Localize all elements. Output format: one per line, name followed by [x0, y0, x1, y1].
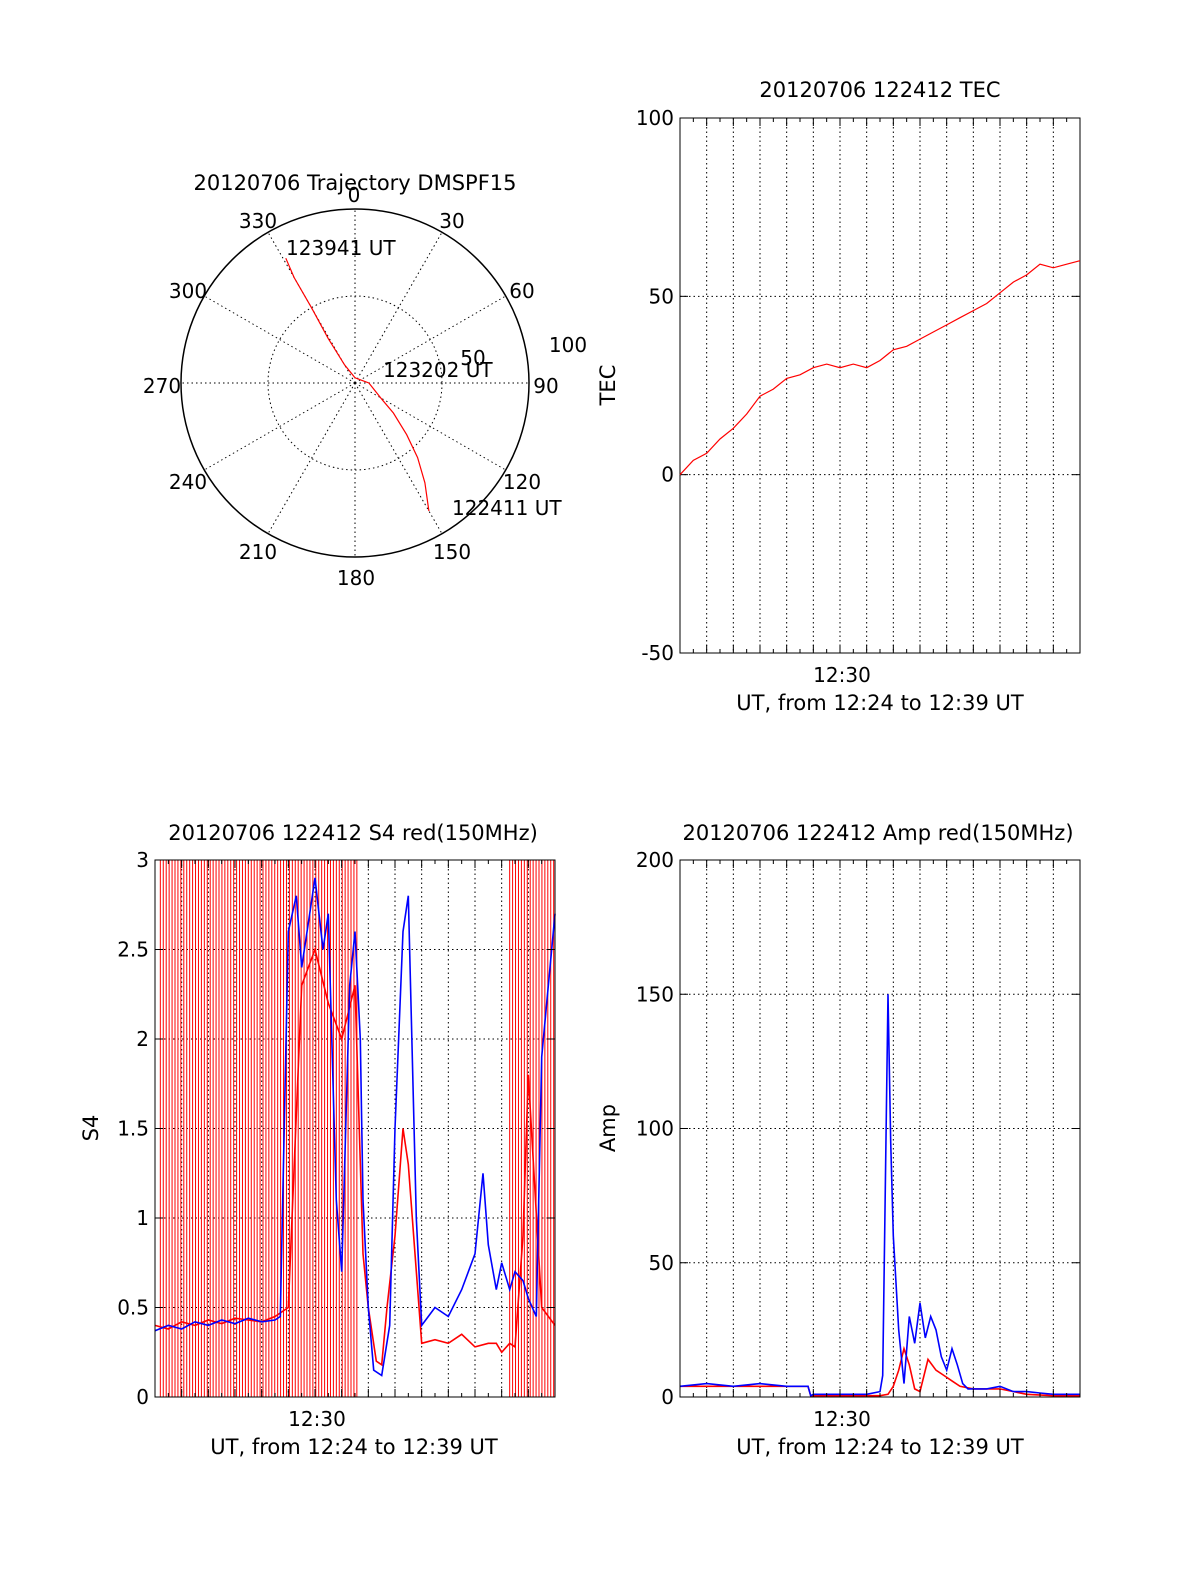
polar-angle-label: 60: [509, 279, 534, 303]
tec-series-line-red: [679, 260, 1081, 476]
s4-x-tick-label: 12:30: [288, 1407, 346, 1431]
s4-panel: 20120706 122412 S4 red(150MHz) 0 0.5 1 1.5 2…: [79, 821, 556, 1459]
polar-radial-label: 50: [460, 346, 485, 370]
s4-y-tick-label: 3: [136, 848, 149, 872]
tec-series: [679, 260, 1081, 476]
amp-y-tick-label: 150: [636, 982, 674, 1006]
polar-title: 20120706 Trajectory DMSPF15: [193, 171, 516, 195]
amp-series-line-blue: [679, 994, 1080, 1397]
amp-y-tick-label: 100: [636, 1117, 674, 1141]
tec-y-tick-label: 100: [636, 106, 674, 130]
s4-y-label: S4: [79, 1115, 103, 1142]
polar-angle-label: 0: [348, 183, 361, 207]
tec-y-tick-label: 50: [649, 284, 674, 308]
tec-x-label: UT, from 12:24 to 12:39 UT: [736, 691, 1024, 715]
tec-y-tick-label: -50: [641, 641, 674, 665]
s4-y-ticks: 0 0.5 1 1.5 2 2.5 3: [117, 848, 556, 1409]
s4-title: 20120706 122412 S4 red(150MHz): [168, 821, 538, 845]
s4-series-line-blue: [154, 877, 556, 1377]
tec-y-ticks: -50 0 50 100: [636, 106, 1081, 665]
tec-x-tick-label: 12:30: [813, 663, 871, 687]
trajectory-line: [285, 257, 430, 512]
trajectory-annotation-mid: 123202 UT: [383, 358, 493, 382]
amp-panel: 20120706 122412 Amp red(150MHz) 0 50 100 15…: [596, 821, 1081, 1459]
polar-outer-circle: [180, 208, 530, 558]
amp-title: 20120706 122412 Amp red(150MHz): [682, 821, 1073, 845]
tec-plot-frame: [679, 117, 1081, 654]
amp-y-tick-label: 0: [661, 1385, 674, 1409]
amp-x-label: UT, from 12:24 to 12:39 UT: [736, 1435, 1024, 1459]
polar-angle-labels: 0 30 60 90 120 150 180 210 240 270 300 3…: [143, 183, 587, 590]
tec-y-label: TEC: [596, 365, 620, 407]
s4-series: [154, 860, 556, 1397]
amp-y-ticks: 0 50 100 150 200: [636, 848, 1081, 1409]
polar-grid-spoke: [354, 232, 443, 384]
trajectory-annotation-end: 123941 UT: [286, 236, 396, 260]
polar-grid-spoke: [354, 295, 506, 384]
polar-grid-spoke: [354, 382, 506, 471]
s4-series-line-red: [154, 946, 556, 1367]
s4-x-label: UT, from 12:24 to 12:39 UT: [210, 1435, 498, 1459]
polar-angle-label: 270: [143, 374, 181, 398]
polar-angle-label: 150: [433, 540, 471, 564]
trajectory-annotation-start: 122411 UT: [452, 496, 562, 520]
polar-angle-label: 240: [169, 470, 207, 494]
polar-grid-spoke: [354, 382, 443, 534]
polar-radial-label: 100: [549, 333, 587, 357]
s4-y-tick-label: 0: [136, 1385, 149, 1409]
polar-angle-label: 300: [169, 279, 207, 303]
amp-y-tick-label: 50: [649, 1251, 674, 1275]
amp-x-tick-label: 12:30: [813, 1407, 871, 1431]
s4-y-tick-label: 1: [136, 1206, 149, 1230]
polar-angle-label: 330: [239, 209, 277, 233]
polar-angle-label: 180: [337, 566, 375, 590]
tec-panel: 20120706 122412 TEC -50 0 50 100 12:30 UT, …: [596, 78, 1081, 715]
tec-grid: [680, 118, 1080, 653]
polar-grid-spoke: [204, 382, 356, 471]
s4-y-tick-label: 0.5: [117, 1296, 149, 1320]
polar-angle-label: 120: [503, 470, 541, 494]
polar-panel: 20120706 Trajectory DMSPF15 0 30 60 90 1…: [143, 171, 587, 590]
polar-angle-label: 30: [439, 209, 464, 233]
amp-y-label: Amp: [596, 1104, 620, 1152]
polar-angle-label: 90: [533, 374, 558, 398]
s4-grid: [155, 860, 555, 1397]
amp-y-tick-label: 200: [636, 848, 674, 872]
polar-grid-spoke: [267, 382, 356, 534]
amp-series: [679, 994, 1080, 1397]
s4-y-tick-label: 2: [136, 1027, 149, 1051]
tec-title: 20120706 122412 TEC: [759, 78, 1000, 102]
tec-y-tick-label: 0: [661, 463, 674, 487]
s4-y-tick-label: 2.5: [117, 938, 149, 962]
polar-angle-label: 210: [239, 540, 277, 564]
polar-grid-spoke: [204, 295, 356, 384]
amp-grid: [680, 860, 1080, 1397]
s4-y-tick-label: 1.5: [117, 1117, 149, 1141]
